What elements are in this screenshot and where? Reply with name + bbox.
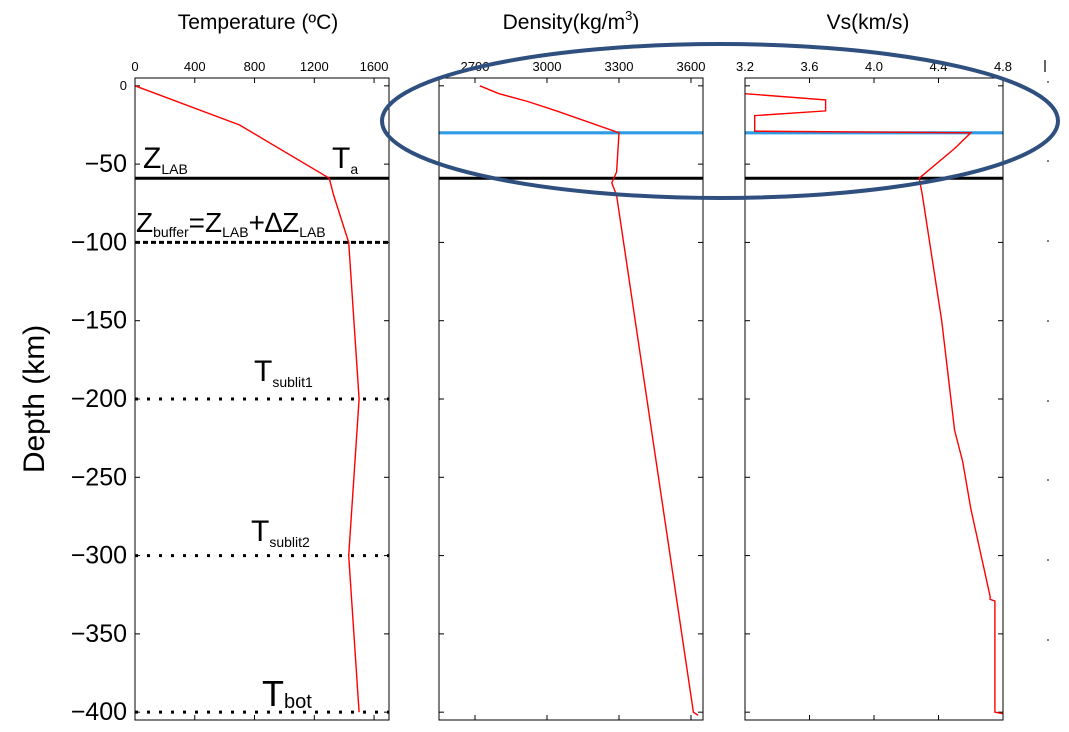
temperature-reference-lines (135, 176, 389, 714)
vs-frame (744, 77, 1004, 721)
highlight-ellipse (380, 42, 1060, 200)
t-sublit1-annotation: Tsublit1 (254, 355, 313, 390)
density-frame (438, 77, 704, 721)
x-tick-label: 3300 (605, 59, 634, 74)
z-lab-annotation: ZLAB (143, 142, 188, 177)
vs-title: Vs(km/s) (827, 11, 910, 34)
depth-axis-label-text: Depth (km) (18, 325, 51, 473)
t-bot-annotation: Tbot (262, 673, 312, 714)
x-tick-label: 4.8 (994, 59, 1012, 74)
density-profile-line (479, 85, 699, 716)
y-tick-label: −200 (71, 385, 127, 413)
density-title: Density(kg/m3) (503, 8, 640, 34)
vs-profile-line (744, 93, 1004, 715)
depth-axis-label: Depth (km) (18, 325, 51, 473)
temperature-title: Temperature (ºC) (178, 11, 339, 34)
x-tick-label: 1200 (300, 59, 329, 74)
y-tick-label: −50 (85, 150, 127, 178)
x-tick-label: 400 (184, 59, 206, 74)
density-panel: Density(kg/m3) 2700 3000 3300 3600 (438, 8, 705, 721)
y-tick-label: −350 (71, 620, 127, 648)
temperature-panel: Temperature (ºC) 0 400 800 1200 1600 0 −50 −100… (18, 11, 390, 726)
y-tick-label: −300 (71, 542, 127, 570)
vs-panel: Vs(km/s) 3.2 3.6 4.0 4.4 4.8 (736, 11, 1012, 721)
x-tick-label: 3600 (677, 59, 706, 74)
cropped-panel-edge (1044, 60, 1049, 641)
temperature-tick-layer: 0 400 800 1200 1600 0 −50 −100 −150 −200 −250 −300 −… (71, 59, 389, 726)
y-tick-label: −250 (71, 463, 127, 491)
y-tick-label: −400 (71, 698, 127, 726)
x-tick-label: 4.0 (865, 59, 883, 74)
y-tick-label: −100 (71, 228, 127, 256)
z-buffer-annotation: Zbuffer=ZLAB+∆ZLAB (136, 207, 326, 240)
y-tick-label: −150 (71, 307, 127, 335)
x-tick-label: 1600 (360, 59, 389, 74)
y-tick-label: 0 (120, 78, 127, 93)
t-sublit2-annotation: Tsublit2 (251, 515, 310, 550)
temperature-profile-line (134, 85, 360, 713)
t-a-annotation: Ta (332, 142, 358, 177)
density-tick-layer: 2700 3000 3300 3600 (439, 59, 705, 720)
x-tick-label: 3.2 (736, 59, 754, 74)
temperature-frame (134, 77, 390, 721)
x-tick-label: 3000 (533, 59, 562, 74)
x-tick-label: 0 (131, 59, 138, 74)
x-tick-label: 800 (244, 59, 266, 74)
density-reference-lines (439, 131, 703, 180)
vs-tick-layer: 3.2 3.6 4.0 4.4 4.8 (736, 59, 1012, 720)
x-tick-label: 3.6 (800, 59, 818, 74)
